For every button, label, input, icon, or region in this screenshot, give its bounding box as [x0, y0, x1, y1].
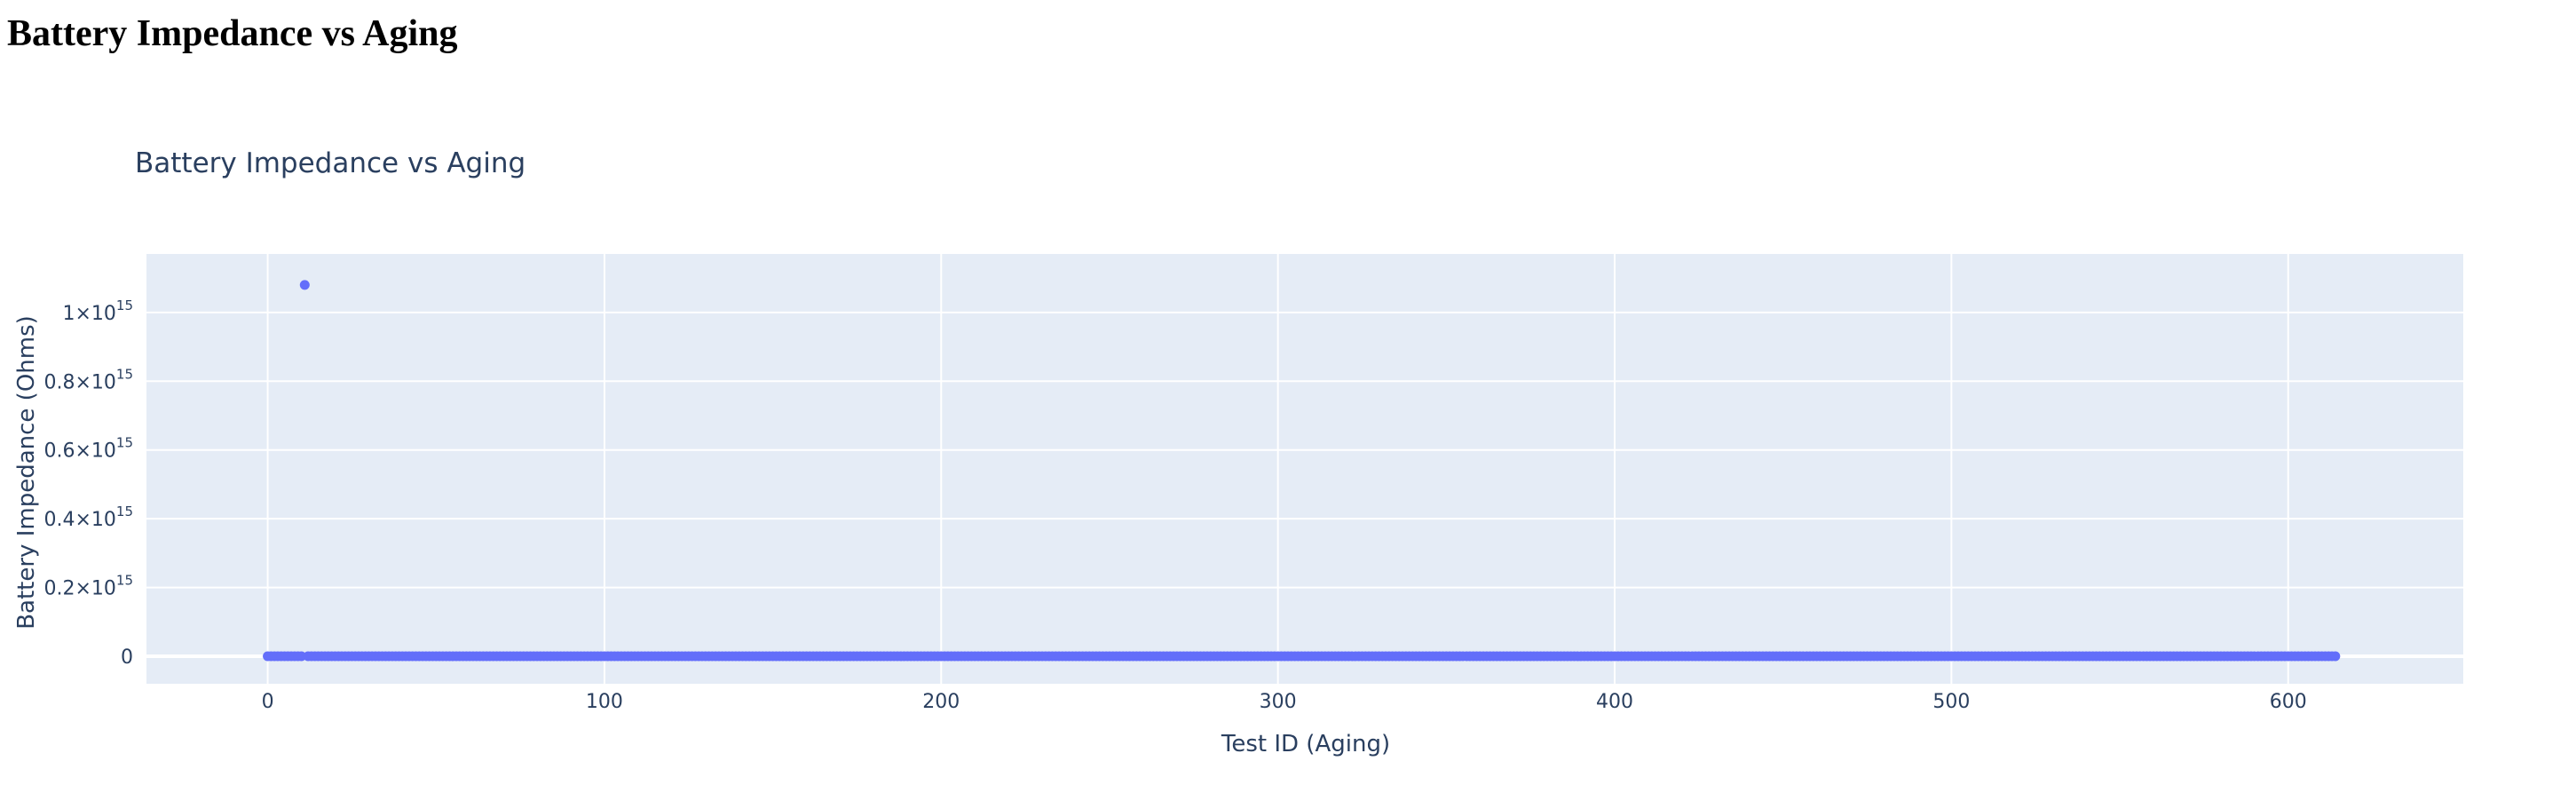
- data-points: [263, 280, 2341, 662]
- y-tick-mantissa: 0.6×10: [43, 440, 115, 463]
- x-tick-labels: 0 100 200 300 400 500 600: [262, 691, 2307, 713]
- y-tick-mantissa: 1×10: [62, 303, 115, 325]
- y-tick-label: 0: [121, 646, 133, 669]
- y-gridlines: [146, 311, 2463, 589]
- x-tick-label: 0: [262, 691, 274, 713]
- y-tick-label: 0.8×1015: [43, 366, 133, 393]
- x-gridlines: [266, 254, 2289, 684]
- data-point: [2330, 651, 2341, 662]
- y-tick-label: 1×1015: [62, 297, 133, 325]
- x-tick-label: 300: [1260, 691, 1297, 713]
- x-tick-label: 400: [1596, 691, 1633, 713]
- y-axis-title: Battery Impedance (Ohms): [13, 315, 40, 630]
- x-tick-label: 600: [2270, 691, 2307, 713]
- y-tick-mantissa: 0: [121, 646, 133, 669]
- y-tick-exponent: 15: [116, 366, 133, 382]
- y-tick-mantissa: 0.4×10: [43, 509, 115, 531]
- y-tick-exponent: 15: [116, 435, 133, 451]
- y-tick-mantissa: 0.8×10: [43, 371, 115, 393]
- y-tick-exponent: 15: [116, 297, 133, 313]
- y-tick-exponent: 15: [116, 573, 133, 589]
- chart-title: Battery Impedance vs Aging: [135, 147, 525, 179]
- data-point-outlier: [299, 280, 310, 290]
- page-heading: Battery Impedance vs Aging: [7, 13, 458, 54]
- y-tick-label: 0.4×1015: [43, 504, 133, 531]
- x-tick-label: 100: [586, 691, 623, 713]
- y-tick-label: 0.6×1015: [43, 435, 133, 463]
- data-point: [296, 651, 307, 662]
- y-tick-mantissa: 0.2×10: [43, 578, 115, 600]
- plot-area: [146, 254, 2463, 684]
- x-tick-label: 200: [922, 691, 960, 713]
- x-axis-title: Test ID (Aging): [1221, 731, 1390, 757]
- y-tick-exponent: 15: [116, 504, 133, 519]
- y-tick-label: 0.2×1015: [43, 573, 133, 600]
- x-tick-label: 500: [1932, 691, 1970, 713]
